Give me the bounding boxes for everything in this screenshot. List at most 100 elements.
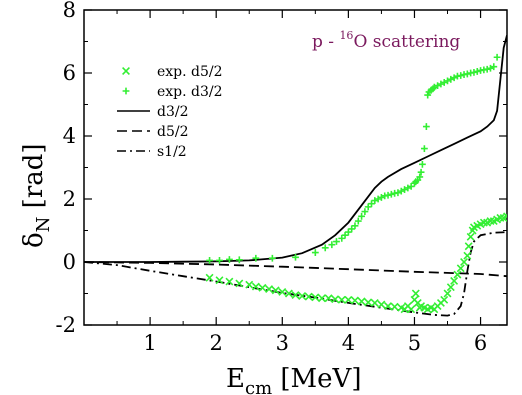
y-axis-title: δN [rad] xyxy=(19,143,54,248)
marker-exp-d3-2 xyxy=(268,254,276,262)
marker-exp-d3-2 xyxy=(368,200,375,208)
marker-exp-d5-2 xyxy=(450,276,459,285)
marker-exp-d3-2 xyxy=(416,173,424,181)
marker-exp-d5-2 xyxy=(466,232,475,241)
marker-exp-d5-2 xyxy=(245,280,254,289)
marker-exp-d5-2 xyxy=(357,297,366,306)
scattering-annotation: p - 16O scattering xyxy=(312,29,460,52)
marker-exp-d3-2 xyxy=(206,257,213,264)
legend-label: d5/2 xyxy=(157,124,189,140)
x-axis-title: Ecm [MeV] xyxy=(226,364,361,395)
marker-exp-d3-2 xyxy=(420,145,428,152)
legend-label: s1/2 xyxy=(157,144,187,160)
marker-exp-d3-2 xyxy=(333,238,340,245)
marker-exp-d3-2 xyxy=(470,68,478,76)
legend-symbol xyxy=(122,67,130,75)
marker-exp-d3-2 xyxy=(311,249,319,256)
marker-exp-d5-2 xyxy=(464,242,473,251)
marker-exp-d5-2 xyxy=(486,217,495,226)
legend-label: exp. d5/2 xyxy=(157,64,223,80)
series-line-d5-2 xyxy=(84,261,507,278)
marker-exp-d5-2 xyxy=(463,251,472,260)
marker-exp-d3-2 xyxy=(292,253,299,261)
marker-exp-d3-2 xyxy=(444,77,451,85)
marker-exp-d3-2 xyxy=(419,160,426,168)
marker-exp-d3-2 xyxy=(457,72,465,79)
plot-frame xyxy=(83,9,508,326)
marker-exp-d3-2 xyxy=(226,256,233,263)
marker-exp-d5-2 xyxy=(411,289,420,298)
marker-exp-d3-2 xyxy=(364,203,372,211)
x-tick-label: 6 xyxy=(474,331,487,355)
marker-exp-d5-2 xyxy=(311,293,320,302)
marker-exp-d3-2 xyxy=(493,53,501,61)
marker-exp-d3-2 xyxy=(354,217,362,225)
marker-exp-d3-2 xyxy=(401,186,408,193)
marker-exp-d3-2 xyxy=(450,74,458,82)
marker-exp-d3-2 xyxy=(384,191,392,199)
marker-exp-d5-2 xyxy=(443,289,452,298)
marker-exp-d3-2 xyxy=(358,212,365,220)
marker-exp-d5-2 xyxy=(370,298,379,307)
marker-exp-d5-2 xyxy=(265,285,274,294)
marker-exp-d5-2 xyxy=(479,218,488,227)
marker-exp-d3-2 xyxy=(341,231,349,239)
marker-exp-d3-2 xyxy=(387,190,395,198)
y-tick-label: 6 xyxy=(63,61,76,85)
marker-exp-d5-2 xyxy=(503,212,507,221)
marker-exp-d5-2 xyxy=(460,258,469,266)
marker-exp-d3-2 xyxy=(216,257,223,264)
marker-exp-d3-2 xyxy=(252,254,260,262)
marker-exp-d5-2 xyxy=(205,273,214,282)
y-tick-label: 2 xyxy=(63,187,76,211)
marker-exp-d3-2 xyxy=(437,80,445,88)
marker-exp-d3-2 xyxy=(422,123,430,130)
legend-symbol xyxy=(122,87,130,95)
marker-exp-d5-2 xyxy=(271,286,280,295)
x-tick-label: 4 xyxy=(342,331,355,355)
marker-exp-d3-2 xyxy=(483,65,491,73)
marker-exp-d5-2 xyxy=(235,279,244,288)
marker-exp-d5-2 xyxy=(453,270,462,279)
marker-exp-d5-2 xyxy=(337,295,346,304)
marker-exp-d3-2 xyxy=(463,70,471,78)
marker-exp-d3-2 xyxy=(338,234,346,242)
marker-exp-d5-2 xyxy=(324,294,333,303)
marker-exp-d3-2 xyxy=(447,75,455,83)
marker-exp-d3-2 xyxy=(351,222,359,230)
marker-exp-d3-2 xyxy=(424,91,432,99)
marker-exp-d5-2 xyxy=(384,302,392,311)
marker-exp-d3-2 xyxy=(440,79,448,86)
legend-label: d3/2 xyxy=(157,104,189,120)
y-tick-label: 0 xyxy=(63,250,76,274)
y-tick-label: 4 xyxy=(63,124,76,148)
marker-exp-d3-2 xyxy=(361,208,369,215)
y-tick-label: -2 xyxy=(56,313,76,337)
series-line-d3-2 xyxy=(84,34,507,263)
marker-exp-d5-2 xyxy=(284,289,293,298)
y-tick-label: 8 xyxy=(63,0,76,22)
marker-exp-d3-2 xyxy=(487,64,494,72)
marker-exp-d3-2 xyxy=(374,195,382,203)
marker-exp-d5-2 xyxy=(446,283,455,292)
marker-exp-d5-2 xyxy=(390,302,399,311)
marker-exp-d5-2 xyxy=(440,295,449,304)
marker-exp-d5-2 xyxy=(278,287,287,296)
marker-exp-d5-2 xyxy=(496,213,505,222)
marker-exp-d5-2 xyxy=(377,300,386,309)
x-tick-label: 1 xyxy=(143,331,156,355)
marker-exp-d3-2 xyxy=(473,68,481,75)
series-line-s1-2 xyxy=(84,231,507,317)
marker-exp-d3-2 xyxy=(328,241,336,249)
marker-exp-d3-2 xyxy=(394,189,402,197)
marker-exp-d5-2 xyxy=(251,282,260,291)
marker-exp-d5-2 xyxy=(344,295,353,304)
legend: exp. d5/2 exp. d3/2 d3/2 d5/2 s1/2 xyxy=(117,64,223,160)
marker-exp-d5-2 xyxy=(331,295,340,304)
marker-exp-d5-2 xyxy=(225,277,234,286)
marker-exp-d5-2 xyxy=(258,283,267,292)
x-tick-label: 3 xyxy=(276,331,289,355)
marker-exp-d3-2 xyxy=(348,225,356,233)
marker-exp-d5-2 xyxy=(317,294,326,303)
